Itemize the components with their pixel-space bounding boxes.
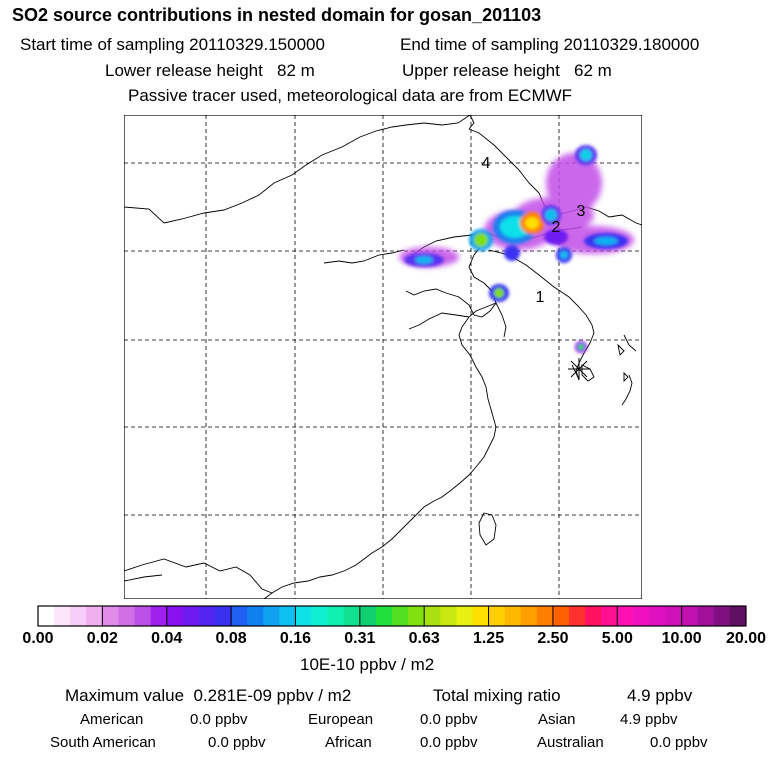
colorbar-tick-label: 2.50 [537,630,569,647]
marker-4: 4 [482,155,491,172]
colorbar-cell [488,606,505,626]
colorbar-tick-label: 0.31 [344,630,376,647]
colorbar-cell [102,606,119,626]
total-mixing-ratio-value: 4.9 ppbv [627,686,693,705]
lower-release-height: Lower release height 82 m [105,61,315,80]
region-european-value: 0.0 ppbv [420,711,478,728]
region-african-value: 0.0 ppbv [420,734,478,751]
coastlines [124,115,642,599]
region-asian-label: Asian [538,711,576,728]
colorbar-cell [166,606,184,626]
colorbar-cell [279,606,296,626]
plot-title: SO2 source contributions in nested domai… [12,5,542,25]
colorbar-cell [70,606,87,626]
colorbar [37,605,747,627]
colorbar-cell [247,606,264,626]
colorbar-cell [504,606,522,626]
colorbar-cell [295,606,312,626]
colorbar-cell [311,606,328,626]
region-african-label: African [325,734,372,751]
total-mixing-ratio-label: Total mixing ratio [433,686,561,705]
colorbar-tick-labels: 0.00 0.02 0.04 0.08 0.16 0.31 0.63 1.25 2.50 5.00… [0,630,768,650]
colorbar-frame [37,605,747,627]
colorbar-cell [38,606,55,626]
colorbar-tick-label: 0.02 [86,630,118,647]
region-australian-value: 0.0 ppbv [650,734,708,751]
colorbar-cell [729,606,747,626]
colorbar-cell [263,606,280,626]
colorbar-cell [86,606,103,626]
colorbar-cell [424,606,441,626]
colorbar-cell [408,606,425,626]
region-european-label: European [308,711,374,728]
colorbar-cell [150,606,168,626]
colorbar-cell [392,606,409,626]
colorbar-cell [198,606,216,626]
tracer-note: Passive tracer used, meteorological data… [128,86,573,105]
region-american-value: 0.0 ppbv [190,711,248,728]
marker-2: 2 [552,219,561,236]
maximum-value: Maximum value 0.281E-09 ppbv / m2 [65,686,352,705]
upper-release-height: Upper release height 62 m [402,61,612,80]
colorbar-cell [585,606,602,626]
colorbar-cell [327,606,345,626]
colorbar-tick-label: 0.00 [22,630,54,647]
end-time: End time of sampling 20110329.180000 [400,35,700,54]
colorbar-tick-label: 0.63 [408,630,440,647]
colorbar-cell [134,606,151,626]
colorbar-cell [665,606,682,626]
marker-1: 1 [536,289,545,306]
region-south-american-label: South American [50,734,156,751]
colorbar-tick-label: 10.00 [661,630,702,647]
colorbar-cell [215,606,232,626]
colorbar-cell [375,606,393,626]
colorbar-cell [649,606,666,626]
colorbar-cell [118,606,135,626]
colorbar-cell [54,606,71,626]
colorbar-cell [231,606,248,626]
colorbar-cell [472,606,489,626]
colorbar-cell [681,606,699,626]
colorbar-units: 10E-10 ppbv / m2 [300,655,435,674]
colorbar-cell [601,606,618,626]
region-asian-value: 4.9 ppbv [620,711,678,728]
colorbar-cell [713,606,731,626]
colorbar-cell [617,606,634,626]
colorbar-cell [697,606,715,626]
start-time: Start time of sampling 20110329.150000 [20,35,325,54]
marker-3: 3 [577,203,586,220]
colorbar-cell [520,606,538,626]
colorbar-tick-label: 0.08 [215,630,247,647]
colorbar-cell [343,606,361,626]
colorbar-cell [182,606,200,626]
colorbar-cell [569,606,586,626]
colorbar-cell [552,606,570,626]
map-panel: 1 2 3 4 [124,115,642,599]
colorbar-cell [536,606,554,626]
colorbar-cell [440,606,457,626]
station-marker-icon [568,358,590,380]
colorbar-tick-label: 1.25 [472,630,505,647]
colorbar-tick-label: 5.00 [601,630,633,647]
colorbar-tick-label: 0.04 [151,630,183,647]
colorbar-cell [456,606,473,626]
colorbar-tick-label: 20.00 [725,630,767,647]
concentration-field [399,145,634,353]
region-american-label: American [80,711,144,728]
colorbar-cell [359,606,377,626]
region-australian-label: Australian [537,734,604,751]
colorbar-cell [633,606,650,626]
region-south-american-value: 0.0 ppbv [208,734,266,751]
colorbar-tick-label: 0.16 [279,630,312,647]
